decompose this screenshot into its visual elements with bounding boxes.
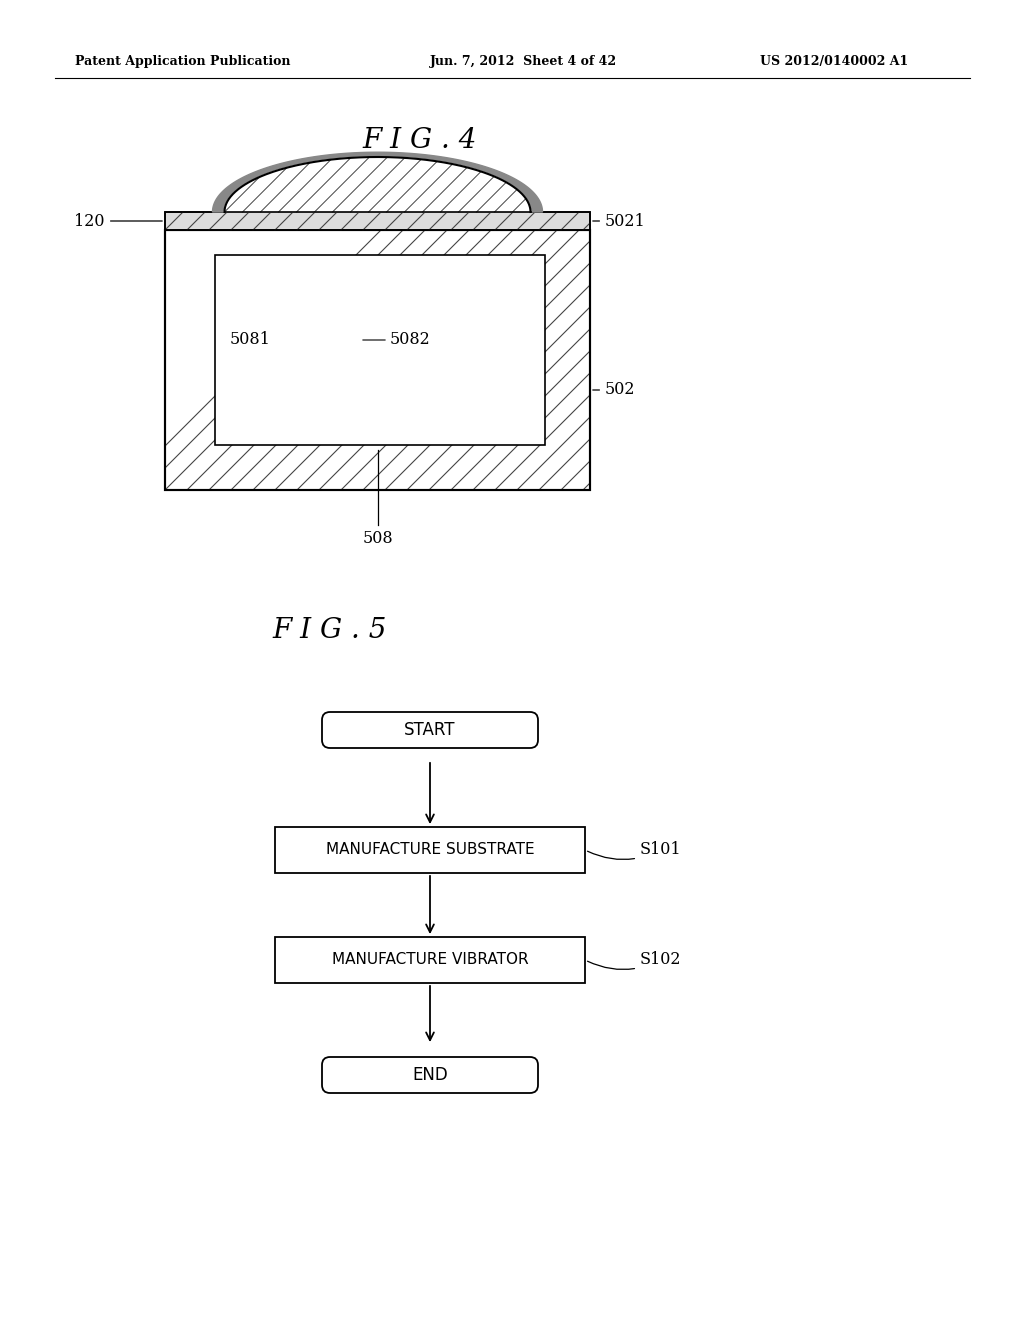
Text: 5082: 5082: [390, 331, 431, 348]
Text: START: START: [404, 721, 456, 739]
Text: F I G . 5: F I G . 5: [272, 616, 387, 644]
FancyBboxPatch shape: [275, 937, 585, 983]
Text: END: END: [412, 1067, 447, 1084]
Polygon shape: [213, 152, 543, 213]
Text: Patent Application Publication: Patent Application Publication: [75, 55, 291, 69]
FancyBboxPatch shape: [215, 255, 545, 445]
Text: S102: S102: [588, 952, 682, 969]
Text: Jun. 7, 2012  Sheet 4 of 42: Jun. 7, 2012 Sheet 4 of 42: [430, 55, 617, 69]
Polygon shape: [224, 157, 530, 213]
Text: MANUFACTURE VIBRATOR: MANUFACTURE VIBRATOR: [332, 953, 528, 968]
Text: 508: 508: [362, 531, 393, 546]
FancyBboxPatch shape: [275, 828, 585, 873]
FancyBboxPatch shape: [165, 230, 590, 490]
Text: S101: S101: [588, 842, 682, 859]
Text: F I G . 4: F I G . 4: [362, 127, 477, 153]
Text: 120: 120: [75, 213, 162, 230]
FancyBboxPatch shape: [165, 213, 590, 230]
Text: 502: 502: [593, 381, 636, 399]
Text: MANUFACTURE SUBSTRATE: MANUFACTURE SUBSTRATE: [326, 842, 535, 858]
FancyBboxPatch shape: [322, 711, 538, 748]
Text: US 2012/0140002 A1: US 2012/0140002 A1: [760, 55, 908, 69]
Text: 5021: 5021: [593, 213, 646, 230]
Text: 5081: 5081: [230, 331, 271, 348]
FancyBboxPatch shape: [322, 1057, 538, 1093]
